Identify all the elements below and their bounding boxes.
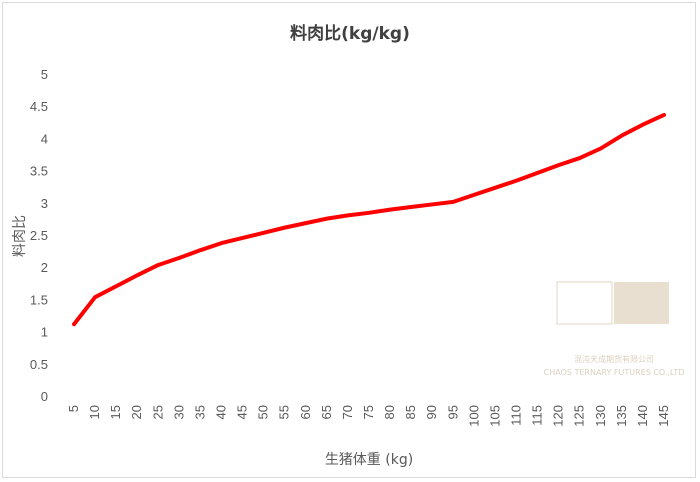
x-tick-label: 55 <box>277 405 292 419</box>
x-tick-label: 120 <box>551 405 566 427</box>
x-tick-label: 80 <box>382 405 397 419</box>
watermark-logo-left <box>556 281 613 325</box>
x-tick-label: 25 <box>150 405 165 419</box>
chart-frame <box>2 2 696 478</box>
x-tick-label: 35 <box>192 405 207 419</box>
x-axis-ticks: 5 10 15 20 25 30 35 40 45 50 55 60 65 70 75 80 85 90 95 100… <box>66 405 671 427</box>
data-points <box>73 114 665 325</box>
watermark-company-cn: 混沌天成期货有限公司 <box>574 354 654 364</box>
x-tick-label: 40 <box>214 405 229 419</box>
x-tick-label: 145 <box>656 405 671 427</box>
y-tick-label: 4 <box>41 131 48 146</box>
x-tick-label: 110 <box>509 405 524 426</box>
y-tick-label: 2 <box>41 260 48 275</box>
x-tick-label: 135 <box>614 405 629 427</box>
y-tick-label: 1.5 <box>30 292 48 307</box>
x-tick-label: 70 <box>340 405 355 419</box>
x-tick-label: 100 <box>466 405 481 427</box>
y-axis-ticks: 0 0.5 1 1.5 2 2.5 3 3.5 4 4.5 5 <box>30 67 48 404</box>
x-tick-label: 15 <box>108 405 123 419</box>
x-tick-label: 130 <box>593 405 608 427</box>
y-axis-title: 料肉比 <box>12 215 28 257</box>
x-tick-label: 95 <box>445 405 460 419</box>
x-tick-label: 60 <box>298 405 313 419</box>
x-tick-label: 5 <box>66 405 81 412</box>
x-tick-label: 65 <box>319 405 334 419</box>
y-tick-label: 4.5 <box>30 99 48 114</box>
y-tick-label: 3.5 <box>30 164 48 179</box>
x-tick-label: 115 <box>530 405 545 426</box>
x-tick-label: 20 <box>129 405 144 419</box>
x-tick-label: 10 <box>87 405 102 419</box>
y-tick-label: 5 <box>41 67 48 82</box>
y-tick-label: 3 <box>41 196 48 211</box>
x-axis-title: 生猪体重 (kg) <box>325 452 413 468</box>
chart-title: 料肉比(kg/kg) <box>290 23 410 44</box>
watermark-company-en: CHAOS TERNARY FUTURES CO.,LTD <box>544 368 685 377</box>
x-tick-label: 105 <box>487 405 502 427</box>
watermark-logo-right <box>614 282 669 324</box>
x-tick-label: 140 <box>635 405 650 427</box>
y-tick-label: 0.5 <box>30 357 48 372</box>
x-tick-label: 125 <box>572 405 587 427</box>
y-tick-label: 1 <box>41 325 48 340</box>
x-tick-label: 75 <box>361 405 376 419</box>
x-tick-label: 85 <box>403 405 418 419</box>
x-tick-label: 30 <box>171 405 186 419</box>
y-tick-label: 2.5 <box>30 228 48 243</box>
x-tick-label: 90 <box>424 405 439 419</box>
watermark: 混沌天成期货有限公司 CHAOS TERNARY FUTURES CO.,LTD <box>544 281 685 377</box>
series-line <box>72 112 666 327</box>
x-tick-label: 50 <box>256 405 271 419</box>
y-tick-label: 0 <box>41 389 48 404</box>
x-tick-label: 45 <box>235 405 250 419</box>
